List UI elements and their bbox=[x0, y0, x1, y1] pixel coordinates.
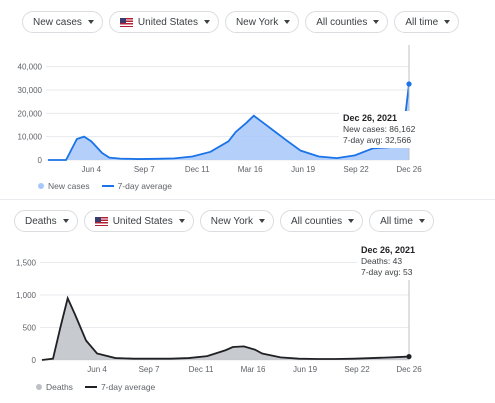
x-tick-label: Jun 4 bbox=[87, 365, 107, 374]
y-tick-label: 30,000 bbox=[18, 86, 43, 95]
metric-label: Deaths bbox=[25, 215, 57, 227]
country-label: United States bbox=[137, 16, 198, 28]
region-label: New York bbox=[235, 16, 279, 28]
chevron-down-icon bbox=[418, 219, 425, 223]
daily-values-area bbox=[48, 84, 409, 160]
chevron-down-icon bbox=[373, 20, 380, 24]
y-tick-label: 1,000 bbox=[16, 291, 37, 300]
y-tick-label: 10,000 bbox=[18, 133, 43, 142]
tooltip-avg: 7-day avg: 32,566 bbox=[343, 135, 412, 145]
time-range-label: All time bbox=[405, 16, 439, 28]
seven-day-average-line bbox=[48, 83, 410, 161]
y-tick-label: 1,500 bbox=[16, 259, 37, 268]
counties-label: All counties bbox=[316, 16, 368, 28]
chevron-down-icon bbox=[203, 20, 210, 24]
y-tick-label: 0 bbox=[32, 356, 37, 365]
x-tick-label: Dec 26 bbox=[396, 365, 422, 374]
deaths-legend: Deaths 7-day average bbox=[36, 382, 155, 392]
chevron-down-icon bbox=[258, 219, 265, 223]
chevron-down-icon bbox=[87, 20, 94, 24]
chevron-down-icon bbox=[62, 219, 69, 223]
deaths-tooltip: Dec 26, 2021 Deaths: 43 7-day avg: 53 bbox=[357, 243, 420, 280]
x-tick-label: Mar 16 bbox=[238, 165, 263, 174]
tooltip-new-cases: New cases: 86,162 bbox=[343, 124, 416, 134]
region-label: New York bbox=[210, 215, 253, 227]
x-tick-label: Sep 7 bbox=[139, 365, 160, 374]
legend-line-swatch bbox=[84, 386, 97, 388]
chevron-down-icon bbox=[178, 219, 185, 223]
legend-bars-label: New cases bbox=[48, 181, 90, 191]
x-tick-label: Jun 19 bbox=[293, 365, 318, 374]
top-filter-bar: New cases United States New York All cou… bbox=[22, 11, 460, 33]
us-flag-icon bbox=[119, 17, 133, 27]
legend-line-label: 7-day average bbox=[117, 181, 172, 191]
time-range-label: All time bbox=[380, 215, 413, 227]
legend-line-swatch bbox=[101, 185, 114, 187]
legend-bars-swatch bbox=[36, 384, 42, 390]
seven-day-average-line bbox=[41, 295, 410, 361]
metric-label: New cases bbox=[33, 16, 82, 28]
x-tick-label: Mar 16 bbox=[241, 365, 266, 374]
x-tick-label: Dec 26 bbox=[396, 165, 422, 174]
new-cases-legend: New cases 7-day average bbox=[38, 181, 172, 191]
metric-dropdown[interactable]: Deaths bbox=[14, 210, 78, 232]
section-divider bbox=[0, 199, 495, 200]
legend-line-label: 7-day average bbox=[100, 382, 156, 392]
tooltip-deaths: Deaths: 43 bbox=[361, 256, 403, 266]
country-label: United States bbox=[112, 215, 173, 227]
chevron-down-icon bbox=[444, 20, 451, 24]
x-tick-label: Sep 7 bbox=[134, 165, 155, 174]
deaths-chart[interactable]: 0 500 1,000 1,500 Jun 4 Sep 7 Dec 11 Mar 16 Jun … bbox=[0, 238, 495, 378]
hover-point bbox=[406, 353, 412, 360]
x-tick-label: Sep 22 bbox=[343, 165, 369, 174]
country-dropdown[interactable]: United States bbox=[83, 210, 194, 232]
counties-dropdown[interactable]: All counties bbox=[305, 11, 389, 33]
new-cases-chart[interactable]: 0 10,000 20,000 30,000 40,000 Jun 4 Sep 7 Dec 1… bbox=[0, 40, 495, 190]
legend-bars-swatch bbox=[38, 183, 44, 189]
bottom-filter-bar: Deaths United States New York All counti… bbox=[14, 210, 434, 232]
y-tick-label: 500 bbox=[23, 324, 37, 333]
tooltip-avg: 7-day avg: 53 bbox=[361, 267, 413, 277]
legend-bars-label: Deaths bbox=[46, 382, 73, 392]
daily-values-area bbox=[42, 298, 409, 360]
x-tick-label: Jun 19 bbox=[291, 165, 316, 174]
x-tick-label: Dec 11 bbox=[189, 365, 214, 374]
new-cases-tooltip: Dec 26, 2021 New cases: 86,162 7-day avg… bbox=[339, 111, 420, 148]
x-tick-label: Sep 22 bbox=[344, 365, 370, 374]
y-tick-label: 20,000 bbox=[18, 109, 43, 118]
counties-dropdown[interactable]: All counties bbox=[279, 210, 364, 232]
hover-point bbox=[406, 81, 412, 87]
x-tick-label: Dec 11 bbox=[185, 165, 210, 174]
time-range-dropdown[interactable]: All time bbox=[369, 210, 434, 232]
y-tick-label: 40,000 bbox=[18, 63, 43, 72]
y-tick-label: 0 bbox=[38, 156, 43, 165]
us-flag-icon bbox=[94, 216, 108, 226]
chevron-down-icon bbox=[284, 20, 291, 24]
tooltip-date: Dec 26, 2021 bbox=[343, 113, 398, 123]
x-tick-label: Jun 4 bbox=[82, 165, 102, 174]
time-range-dropdown[interactable]: All time bbox=[394, 11, 460, 33]
tooltip-date: Dec 26, 2021 bbox=[361, 245, 416, 255]
counties-label: All counties bbox=[290, 215, 343, 227]
region-dropdown[interactable]: New York bbox=[199, 210, 274, 232]
chevron-down-icon bbox=[348, 219, 355, 223]
country-dropdown[interactable]: United States bbox=[108, 11, 219, 33]
metric-dropdown[interactable]: New cases bbox=[22, 11, 103, 33]
region-dropdown[interactable]: New York bbox=[224, 11, 300, 33]
